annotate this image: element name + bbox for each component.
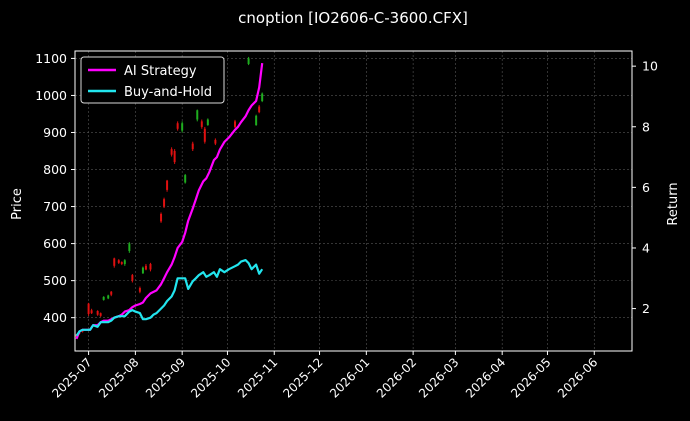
candle-body: [149, 263, 152, 270]
candle-body: [107, 295, 110, 299]
candle-body: [131, 275, 134, 281]
x-tick-label: 2025-07: [49, 355, 94, 400]
y2-tick-label: 2: [642, 301, 650, 316]
x-tick-label: 2026-03: [416, 355, 461, 400]
candle-body: [261, 93, 264, 101]
candle-body: [128, 243, 131, 251]
x-tick-label: 2026-02: [374, 355, 419, 400]
y2-tick-label: 8: [642, 119, 650, 134]
candle-body: [203, 128, 206, 142]
legend-label-bh: Buy-and-Hold: [124, 85, 212, 100]
candle-body: [113, 258, 116, 266]
y-axis-left: 400 500 600 700 800 900 1000 1100: [35, 51, 75, 325]
candle-body: [200, 121, 203, 127]
y-tick-label: 500: [43, 273, 67, 288]
candle-body: [173, 151, 176, 163]
candle-body: [258, 106, 261, 113]
candle-body: [87, 303, 90, 314]
candles: [75, 56, 264, 339]
x-tick-label: 2026-05: [508, 355, 553, 400]
x-tick-label: 2025-10: [188, 355, 233, 400]
candle-body: [247, 58, 250, 64]
y-tick-label: 400: [43, 310, 67, 325]
x-axis: 2025-07 2025-08 2025-09 2025-10 2025-11 2025-…: [49, 351, 600, 401]
y-axis-label: Price: [10, 188, 25, 220]
x-tick-label: 2025-09: [143, 355, 188, 400]
candle-body: [120, 262, 123, 264]
y2-tick-label: 4: [642, 240, 650, 255]
candle-body: [163, 199, 166, 207]
x-tick-label: 2025-11: [235, 355, 280, 400]
y-tick-label: 1000: [35, 88, 67, 103]
candle-body: [255, 115, 258, 126]
x-tick-label: 2026-04: [463, 355, 508, 400]
candle-body: [141, 267, 144, 274]
y-axis-right: 2 4 6 8 10: [632, 59, 658, 316]
grid: [75, 51, 632, 351]
candle-body: [123, 260, 126, 264]
buy-and-hold-line: [75, 259, 264, 337]
candle-body: [196, 110, 199, 120]
legend-label-ai: AI Strategy: [124, 64, 197, 79]
chart-title: cnoption [IO2606-C-3600.CFX]: [238, 9, 468, 27]
candle-body: [181, 123, 184, 131]
y2-axis-label: Return: [666, 182, 681, 225]
candle-body: [214, 139, 217, 144]
y-tick-label: 600: [43, 236, 67, 251]
candle-body: [170, 149, 173, 155]
candle-body: [138, 288, 141, 292]
candle-body: [99, 313, 102, 316]
candle-body: [117, 260, 120, 263]
legend-box: [80, 56, 225, 104]
y-tick-label: 1100: [35, 51, 67, 66]
y-tick-label: 900: [43, 125, 67, 140]
y2-tick-label: 6: [642, 180, 650, 195]
candle-body: [206, 119, 209, 126]
y-tick-label: 800: [43, 162, 67, 177]
candle-body: [96, 311, 99, 315]
x-tick-label: 2026-01: [327, 355, 372, 400]
plot-frame: [74, 50, 633, 352]
candle-body: [144, 265, 147, 270]
candle-body: [184, 175, 187, 183]
candle-body: [191, 143, 194, 150]
candle-body: [234, 121, 237, 127]
y-tick-label: 700: [43, 199, 67, 214]
candle-body: [102, 296, 105, 300]
x-tick-label: 2025-12: [280, 355, 325, 400]
candle-body: [90, 310, 93, 314]
candle-body: [176, 123, 179, 129]
candle-body: [166, 180, 169, 190]
candle-body: [160, 213, 163, 222]
y2-tick-label: 10: [642, 59, 658, 74]
x-tick-label: 2025-08: [96, 355, 141, 400]
candle-body: [110, 291, 113, 295]
ai-strategy-line: [75, 62, 264, 340]
return-lines: [75, 62, 264, 340]
legend: AI Strategy Buy-and-Hold: [80, 56, 225, 104]
x-tick-label: 2026-06: [555, 355, 600, 400]
